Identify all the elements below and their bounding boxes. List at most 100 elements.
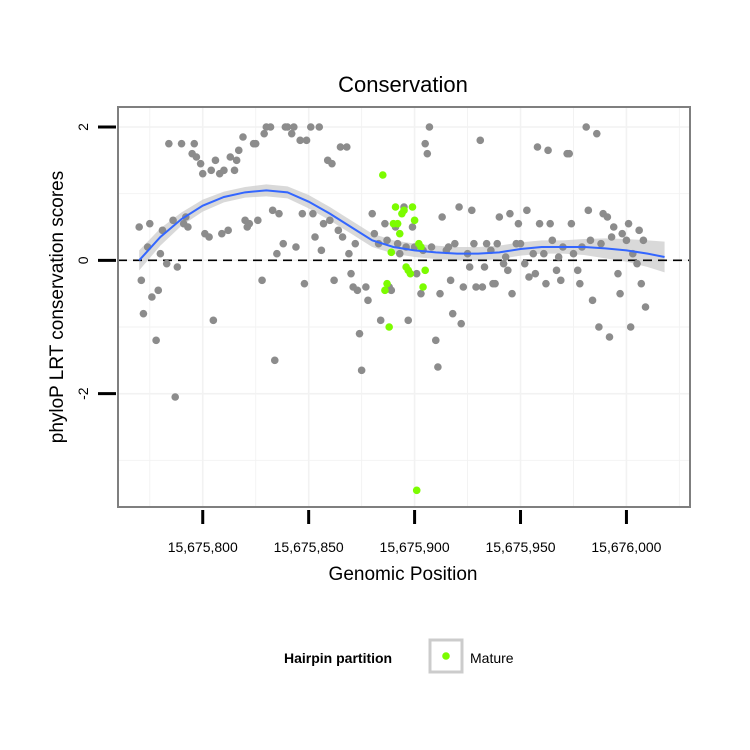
- x-tick-label: 15,676,000: [591, 539, 661, 555]
- points-mature: [379, 171, 429, 495]
- data-point-other: [292, 243, 300, 251]
- data-point-other: [582, 123, 590, 131]
- data-point-other: [270, 356, 279, 365]
- data-point-mature: [400, 206, 408, 215]
- x-axis: 15,675,800 15,675,850 15,675,900 15,675,950…: [168, 510, 662, 555]
- data-point-other: [306, 123, 315, 131]
- data-point-other: [173, 263, 182, 271]
- data-point-other: [211, 156, 220, 165]
- data-point-other: [290, 123, 298, 131]
- data-point-other: [504, 266, 512, 275]
- data-point-other: [205, 233, 213, 241]
- data-point-other: [605, 333, 614, 341]
- data-point-other: [472, 283, 480, 291]
- data-point-mature: [417, 243, 425, 251]
- data-point-other: [220, 166, 228, 175]
- data-point-mature: [410, 216, 419, 225]
- data-point-other: [260, 129, 268, 138]
- data-point-other: [637, 279, 646, 288]
- x-tick-label: 15,675,800: [168, 539, 238, 555]
- data-point-other: [476, 136, 485, 145]
- grid: [118, 107, 690, 507]
- data-point-other: [569, 249, 578, 258]
- data-point-other: [586, 236, 595, 245]
- data-point-other: [139, 309, 148, 318]
- data-point-other: [607, 233, 616, 241]
- data-point-other: [338, 233, 347, 241]
- data-point-other: [251, 139, 260, 148]
- data-point-other: [370, 229, 379, 238]
- y-axis-title: phyloP LRT conservation scores: [47, 171, 68, 444]
- data-point-other: [478, 283, 487, 291]
- data-point-other: [275, 209, 283, 218]
- data-point-other: [279, 239, 288, 248]
- data-point-other: [635, 226, 643, 235]
- data-point-other: [614, 269, 622, 278]
- data-point-other: [548, 236, 557, 245]
- data-point-other: [393, 239, 402, 248]
- data-point-other: [254, 216, 262, 225]
- data-point-other: [145, 219, 154, 228]
- legend-key-mature: [442, 652, 450, 660]
- data-point-other: [633, 259, 641, 268]
- data-point-other: [317, 246, 326, 255]
- data-point-other: [232, 156, 241, 165]
- data-point-other: [431, 336, 440, 345]
- chart-title: Conservation: [338, 72, 468, 97]
- data-point-other: [381, 219, 389, 228]
- data-point-other: [165, 139, 173, 148]
- data-point-other: [224, 226, 232, 235]
- data-point-mature: [395, 229, 404, 238]
- data-point-other: [495, 213, 504, 221]
- data-point-other: [230, 166, 239, 175]
- data-point-other: [376, 316, 385, 325]
- data-point-other: [207, 166, 216, 175]
- data-point-other: [268, 206, 277, 215]
- data-point-other: [135, 223, 143, 231]
- data-point-other: [467, 206, 476, 215]
- data-point-other: [540, 249, 548, 258]
- data-point-other: [565, 149, 574, 158]
- x-tick-label: 15,675,850: [274, 539, 344, 555]
- legend-title: Hairpin partition: [284, 650, 392, 666]
- data-point-other: [300, 279, 309, 288]
- plot-border: [117, 106, 691, 508]
- y-axis: 2 0 -2: [75, 123, 116, 400]
- data-point-other: [554, 253, 563, 261]
- data-point-other: [355, 329, 364, 338]
- data-point-other: [501, 253, 510, 261]
- data-point-other: [156, 249, 165, 258]
- data-point-other: [423, 149, 432, 158]
- data-point-other: [171, 393, 179, 401]
- data-point-other: [448, 309, 457, 318]
- data-point-other: [480, 263, 489, 271]
- data-point-other: [311, 233, 319, 241]
- data-point-other: [345, 249, 353, 258]
- data-point-other: [446, 276, 455, 285]
- data-point-other: [245, 219, 254, 228]
- data-point-other: [283, 123, 292, 131]
- data-point-other: [444, 243, 453, 251]
- data-point-other: [542, 279, 550, 288]
- data-point-other: [533, 143, 542, 151]
- data-point-other: [302, 136, 311, 145]
- data-point-other: [326, 216, 334, 225]
- data-point-mature: [391, 203, 400, 211]
- data-point-other: [362, 283, 370, 291]
- data-point-other: [436, 289, 444, 298]
- data-point-other: [520, 259, 529, 268]
- data-point-other: [597, 239, 605, 248]
- data-point-other: [148, 293, 156, 301]
- data-point-mature: [408, 203, 417, 211]
- data-point-other: [457, 319, 466, 328]
- data-point-other: [169, 216, 177, 225]
- data-point-other: [239, 133, 247, 141]
- data-point-other: [368, 209, 377, 218]
- data-point-other: [499, 259, 508, 268]
- data-point-other: [618, 229, 627, 238]
- data-point-other: [576, 279, 584, 288]
- data-point-other: [556, 276, 565, 285]
- data-point-other: [273, 249, 281, 258]
- data-point-other: [353, 286, 362, 295]
- data-point-other: [523, 206, 531, 215]
